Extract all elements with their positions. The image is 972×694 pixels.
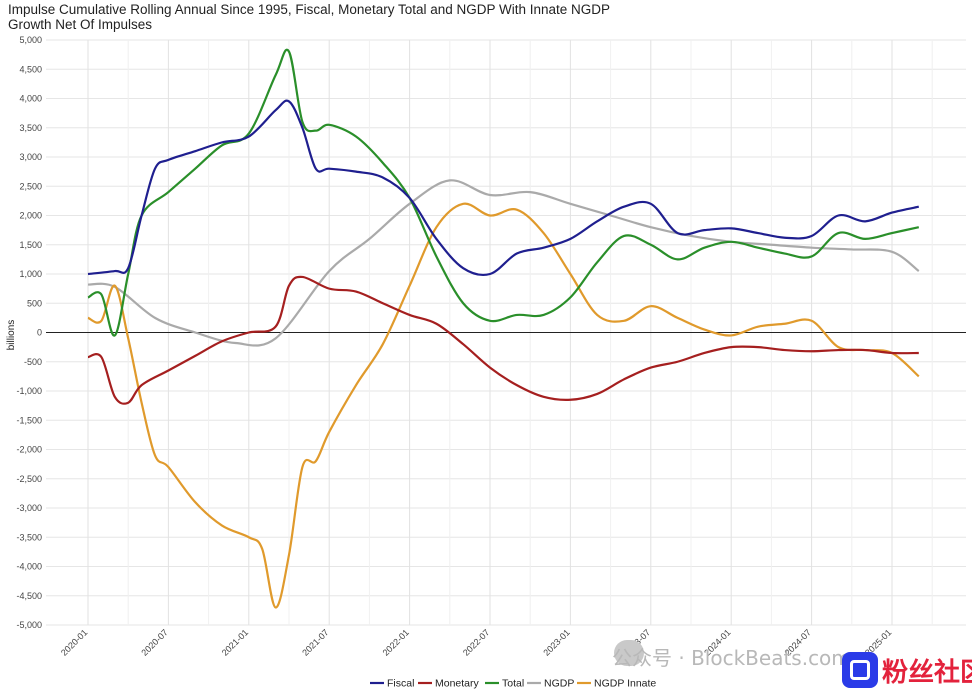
x-tick-label: 2022-07 <box>461 627 491 657</box>
y-tick-label: -5,000 <box>16 620 42 630</box>
chart-title: Impulse Cumulative Rolling Annual Since … <box>8 2 610 32</box>
series-line-monetary <box>87 275 919 405</box>
y-tick-label: 4,000 <box>19 94 42 104</box>
x-tick-label: 2020-07 <box>139 627 169 657</box>
y-tick-label: -1,500 <box>16 415 42 425</box>
y-tick-label: -2,000 <box>16 445 42 455</box>
y-axis-label: billions <box>6 320 17 351</box>
y-tick-label: -2,500 <box>16 474 42 484</box>
legend-label: Total <box>502 678 524 690</box>
legend-label: NGDP Innate <box>594 678 656 690</box>
y-tick-label: 2,000 <box>19 211 42 221</box>
wechat-icon <box>614 640 644 666</box>
y-tick-label: 4,500 <box>19 64 42 74</box>
series-line-ngdp <box>87 179 920 347</box>
series-line-fiscal <box>87 99 920 277</box>
y-tick-label: 1,000 <box>19 269 42 279</box>
y-tick-label: 2,500 <box>19 181 42 191</box>
y-tick-label: -500 <box>24 357 42 367</box>
series-line-total <box>87 48 920 337</box>
x-tick-label: 2020-01 <box>59 627 89 657</box>
y-axis: 5,000 4,500 4,000 3,500 3,000 2,500 2,000 1,500… <box>16 35 42 630</box>
legend-label: Monetary <box>435 678 480 690</box>
y-tick-label: 500 <box>27 298 42 308</box>
y-tick-label: 1,500 <box>19 240 42 250</box>
series-line-ngdp-innate <box>87 202 920 609</box>
y-tick-label: 3,500 <box>19 123 42 133</box>
watermark-text: 公众号 · BlockBeats.com <box>612 646 851 670</box>
y-tick-label: -4,000 <box>16 562 42 572</box>
legend-label: Fiscal <box>387 678 414 690</box>
legend: Fiscal Monetary Total NGDP NGDP Innate <box>370 678 656 690</box>
x-tick-label: 2021-01 <box>220 627 250 657</box>
y-tick-label: -4,500 <box>16 591 42 601</box>
y-tick-label: 5,000 <box>19 35 42 45</box>
logo-text: 粉丝社区 <box>882 658 972 688</box>
x-tick-label: 2021-07 <box>300 627 330 657</box>
y-tick-label: -1,000 <box>16 386 42 396</box>
series-layer <box>87 48 920 609</box>
pp-logo-icon <box>842 652 878 688</box>
y-tick-label: 0 <box>37 328 42 338</box>
y-tick-label: -3,500 <box>16 532 42 542</box>
x-tick-label: 2022-01 <box>381 627 411 657</box>
y-tick-label: -3,000 <box>16 503 42 513</box>
legend-label: NGDP <box>544 678 574 690</box>
y-tick-label: 3,000 <box>19 152 42 162</box>
x-tick-label: 2023-01 <box>541 627 571 657</box>
